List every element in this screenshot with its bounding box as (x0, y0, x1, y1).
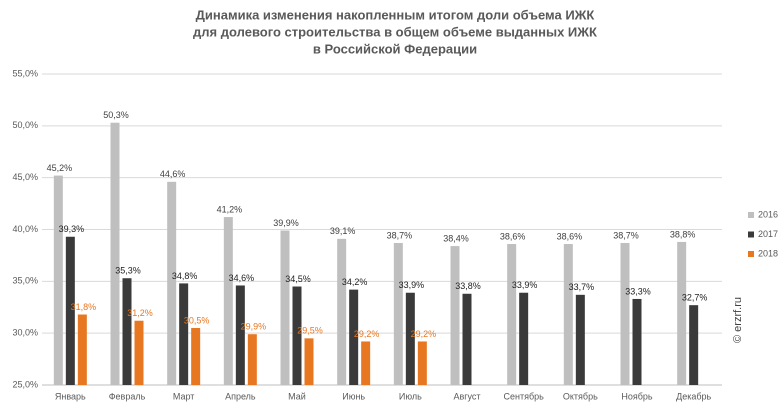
chart-title: в Российской Федерации (313, 41, 477, 56)
bar (349, 289, 359, 385)
x-tick-label: Март (173, 391, 195, 401)
bar (247, 334, 257, 385)
x-tick-label: Август (453, 391, 480, 401)
value-label: 38,7% (387, 230, 413, 240)
value-label: 38,7% (613, 230, 639, 240)
value-label: 39,9% (273, 218, 299, 228)
value-label: 35,3% (115, 266, 141, 276)
legend-swatch (748, 212, 754, 218)
x-tick-label: Июль (399, 391, 422, 401)
value-label: 50,3% (103, 110, 129, 120)
value-label: 33,8% (455, 281, 481, 291)
bar (450, 246, 460, 385)
x-tick-label: Май (288, 391, 306, 401)
value-label: 41,2% (217, 204, 243, 214)
bar (632, 298, 642, 385)
value-label: 34,5% (285, 274, 311, 284)
bar (292, 286, 302, 385)
value-label: 29,2% (411, 329, 437, 339)
bar (462, 293, 472, 385)
bar (405, 292, 415, 385)
watermark: © erzrf.ru (732, 297, 744, 343)
bar (235, 285, 245, 385)
bar (304, 338, 314, 385)
value-label: 38,4% (443, 233, 469, 243)
bar (677, 241, 687, 385)
bar (191, 327, 201, 385)
bar (337, 238, 347, 385)
x-tick-label: Февраль (109, 391, 146, 401)
value-label: 34,2% (342, 277, 368, 287)
value-label: 33,7% (569, 282, 595, 292)
value-label: 38,8% (670, 229, 696, 239)
bar (393, 242, 403, 385)
bar (179, 283, 189, 385)
x-tick-label: Апрель (225, 391, 256, 401)
x-tick-label: Ноябрь (621, 391, 653, 401)
bar (280, 230, 290, 385)
y-tick-label: 45,0% (12, 172, 38, 182)
bar (563, 244, 573, 385)
bar (167, 181, 177, 385)
bar (53, 175, 63, 385)
chart-title: для долевого строительства в общем объем… (193, 24, 597, 39)
value-label: 44,6% (160, 169, 186, 179)
bar (417, 341, 427, 385)
value-label: 29,9% (241, 322, 267, 332)
value-label: 34,8% (172, 271, 198, 281)
x-tick-label: Июнь (342, 391, 365, 401)
bar (110, 122, 120, 386)
legend-label: 2017 (758, 229, 778, 239)
value-label: 38,6% (557, 231, 583, 241)
legend-label: 2018 (758, 248, 778, 258)
value-label: 31,8% (71, 302, 97, 312)
bar (519, 292, 529, 385)
value-label: 29,5% (297, 326, 323, 336)
value-label: 33,9% (512, 280, 538, 290)
value-label: 38,6% (500, 231, 526, 241)
bar (507, 244, 517, 385)
value-label: 33,9% (399, 280, 425, 290)
bar (575, 294, 585, 385)
value-label: 45,2% (47, 163, 73, 173)
value-label: 31,2% (127, 308, 153, 318)
value-label: 33,3% (625, 286, 651, 296)
bar (65, 236, 75, 385)
bar (223, 217, 233, 385)
legend-label: 2016 (758, 209, 778, 219)
y-tick-label: 25,0% (12, 379, 38, 389)
y-tick-label: 40,0% (12, 224, 38, 234)
bar (620, 242, 630, 385)
value-label: 39,1% (330, 226, 356, 236)
value-label: 39,3% (59, 224, 85, 234)
y-tick-label: 50,0% (12, 120, 38, 130)
bar (122, 278, 132, 385)
value-label: 30,5% (184, 315, 210, 325)
value-label: 32,7% (682, 293, 708, 303)
bar (77, 314, 87, 385)
bar (361, 341, 371, 385)
x-tick-label: Сентябрь (504, 391, 545, 401)
y-tick-label: 35,0% (12, 276, 38, 286)
bar (134, 320, 144, 385)
bar (689, 305, 699, 385)
y-tick-label: 55,0% (12, 68, 38, 78)
value-label: 29,2% (354, 329, 380, 339)
y-tick-label: 30,0% (12, 328, 38, 338)
legend-swatch (748, 251, 754, 257)
x-tick-label: Октябрь (563, 391, 598, 401)
chart-title: Динамика изменения накопленным итогом до… (196, 7, 595, 22)
legend-swatch (748, 231, 754, 238)
x-tick-label: Декабрь (676, 391, 711, 401)
value-label: 34,6% (229, 273, 255, 283)
x-tick-label: Январь (55, 391, 86, 401)
